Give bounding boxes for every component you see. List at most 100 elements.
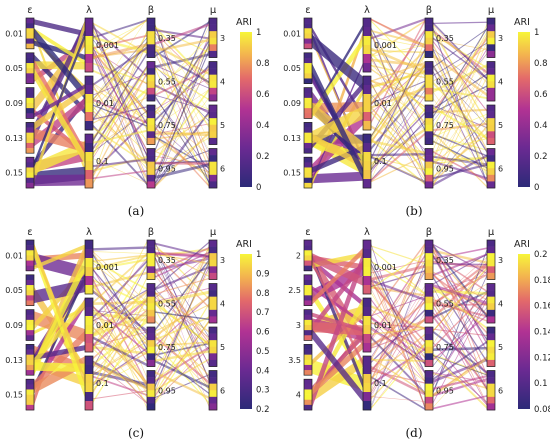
- category-segment: [85, 161, 93, 171]
- category-segment: [209, 309, 217, 317]
- category-segment: [209, 68, 217, 75]
- category-segment: [85, 343, 93, 353]
- ribbon: [155, 43, 209, 170]
- category-segment: [363, 249, 371, 259]
- ribbon: [155, 290, 209, 389]
- ribbon: [34, 28, 85, 66]
- dimension-title: β: [426, 227, 432, 238]
- category-segment: [26, 63, 34, 69]
- ribbon: [433, 33, 487, 161]
- ribbon: [155, 247, 209, 277]
- category-segment: [26, 344, 34, 350]
- category-segment: [85, 401, 93, 411]
- ribbon: [371, 49, 425, 54]
- category-segment: [85, 392, 93, 402]
- ribbon: [93, 252, 147, 304]
- category-segment: [425, 18, 433, 25]
- category-segment: [147, 377, 155, 384]
- category-segment: [304, 384, 312, 390]
- category-segment: [304, 57, 312, 64]
- category-segment: [85, 334, 93, 344]
- category-segment: [209, 390, 217, 398]
- ribbon: [371, 365, 425, 396]
- category-segment: [304, 87, 312, 94]
- category-block: [146, 61, 156, 102]
- ribbon: [433, 346, 487, 351]
- category-block: [208, 104, 218, 145]
- axis-3: 3 4 5 6 μ: [208, 5, 225, 189]
- category-segment: [304, 399, 312, 406]
- ribbon: [433, 73, 487, 110]
- category-segment: [26, 127, 34, 133]
- category-segment: [209, 31, 217, 39]
- ribbon: [371, 54, 425, 181]
- colorbar-tick: 0.7: [256, 308, 270, 318]
- ribbon: [93, 326, 147, 384]
- category-block: [146, 239, 156, 280]
- ribbon: [93, 251, 147, 254]
- category-segment: [363, 112, 371, 122]
- category-segment: [487, 50, 495, 58]
- category-segment: [85, 307, 93, 317]
- category-segment: [425, 303, 433, 311]
- category-label: 0.95: [158, 164, 176, 173]
- ribbons: [34, 240, 209, 410]
- category-segment: [26, 57, 34, 64]
- colorbar-tick: 0.18: [534, 276, 550, 286]
- ribbon: [433, 62, 487, 171]
- ribbon: [433, 354, 487, 403]
- category-segment: [363, 392, 371, 402]
- category-segment: [487, 31, 495, 39]
- category-block: [84, 355, 94, 411]
- category-segment: [487, 346, 495, 354]
- ribbon: [312, 34, 363, 90]
- category-segment: [425, 124, 433, 132]
- category-block: [424, 17, 434, 58]
- category-block: [146, 370, 156, 411]
- category-segment: [304, 137, 312, 144]
- axis-1: 0.001 0.01 0.1 λ: [84, 5, 119, 189]
- colorbar-tick: 0.2: [256, 405, 270, 415]
- category-block: [486, 104, 496, 145]
- category-block: [424, 104, 434, 145]
- ribbon: [93, 340, 147, 376]
- ribbon: [433, 271, 487, 301]
- category-label: 0.05: [5, 286, 23, 295]
- category-block: [146, 104, 156, 145]
- colorbar-title: ARI: [514, 239, 530, 250]
- category-segment: [304, 92, 312, 99]
- ribbon: [433, 81, 487, 141]
- ribbon: [312, 312, 363, 333]
- category-segment: [147, 316, 155, 324]
- category-block: [208, 326, 218, 367]
- category-segment: [487, 161, 495, 169]
- ribbon: [433, 306, 487, 378]
- category-segment: [209, 94, 217, 102]
- category-segment: [147, 346, 155, 354]
- category-label: 0.09: [5, 99, 23, 108]
- panel-d: 2 2.5 3 3.5 4 ε 0.001 0.01 0.1 λ 0.35 0.55 0.75 0.95 β…: [288, 227, 550, 440]
- ribbon: [155, 25, 209, 145]
- category-segment: [304, 157, 312, 163]
- category-segment: [425, 174, 433, 182]
- category-segment: [425, 105, 433, 112]
- axis-1: 0.001 0.01 0.1 λ: [362, 5, 397, 189]
- ribbon: [371, 251, 425, 290]
- colorbar-tick: 0.4: [534, 121, 548, 131]
- category-segment: [209, 174, 217, 182]
- category-segment: [487, 94, 495, 102]
- category-segment: [26, 354, 34, 361]
- category-segment: [26, 279, 34, 286]
- category-segment: [26, 399, 34, 406]
- ribbon: [433, 286, 487, 391]
- axis-3: 3 4 5 6 μ: [486, 5, 503, 189]
- category-segment: [304, 335, 312, 341]
- category-segment: [487, 340, 495, 348]
- category-segment: [85, 18, 93, 28]
- ribbon: [34, 20, 85, 141]
- category-label: 0.75: [158, 121, 176, 130]
- ribbon: [312, 328, 363, 402]
- ribbon: [433, 21, 487, 25]
- category-segment: [363, 143, 371, 153]
- ribbon: [433, 113, 487, 138]
